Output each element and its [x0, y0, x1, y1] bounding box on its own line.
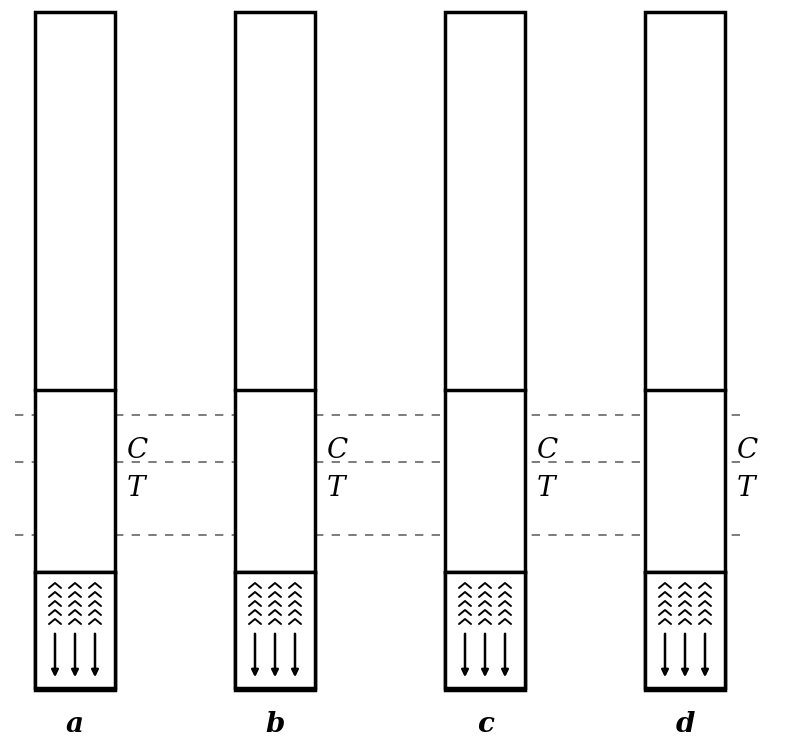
Text: C: C [537, 437, 558, 464]
Text: T: T [127, 474, 146, 501]
Bar [645, 572, 725, 688]
Bar [645, 12, 725, 690]
Text: T: T [537, 474, 555, 501]
Text: a: a [66, 712, 84, 738]
Text: c: c [477, 712, 494, 738]
Text: C: C [127, 437, 148, 464]
Text: d: d [675, 712, 694, 738]
Text: C: C [737, 437, 758, 464]
Bar [35, 572, 115, 688]
Text: C: C [327, 437, 348, 464]
Bar [35, 12, 115, 690]
Bar [445, 572, 525, 688]
Bar [445, 12, 525, 690]
Text: T: T [327, 474, 346, 501]
Bar [235, 12, 315, 690]
Text: T: T [737, 474, 755, 501]
Text: b: b [266, 712, 285, 738]
Bar [235, 572, 315, 688]
